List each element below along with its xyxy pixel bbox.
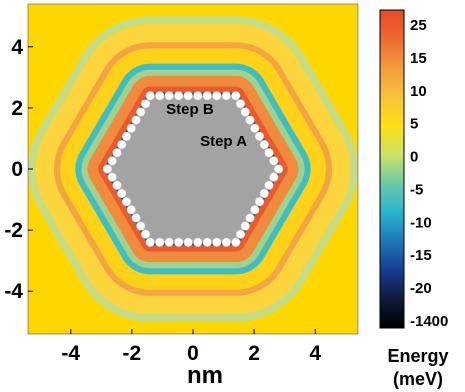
colorbar-tick-label: 10 (410, 83, 427, 100)
edge-atom (231, 237, 241, 247)
colorbar-tick-label: -10 (410, 214, 432, 231)
edge-atom (269, 156, 279, 166)
edge-atom (121, 131, 132, 141)
step-annotation: Step A (200, 133, 247, 150)
x-tick-label: 2 (248, 342, 260, 365)
step-annotation: Step B (166, 101, 214, 118)
edge-atom (131, 213, 141, 223)
edge-atom (193, 91, 203, 101)
y-tick-label: 0 (11, 158, 23, 181)
edge-atom (264, 180, 274, 190)
colorbar-tick-label: -5 (410, 181, 423, 198)
edge-atom (240, 221, 250, 231)
colorbar-tick-label: -15 (410, 247, 432, 264)
y-tick-label: -4 (4, 280, 23, 303)
edge-atom (131, 115, 141, 125)
edge-atom (145, 91, 155, 101)
edge-atom (240, 107, 250, 117)
edge-atom (183, 91, 193, 101)
edge-atom (254, 131, 265, 141)
edge-atom (221, 91, 231, 101)
y-tick-label: -2 (4, 219, 23, 242)
edge-atom (259, 188, 269, 198)
edge-atom (212, 237, 222, 247)
edge-atom (231, 91, 241, 101)
edge-atom (126, 123, 136, 133)
edge-atom (164, 91, 174, 101)
annotations: Step B Step A (166, 101, 247, 150)
colorbar-gradient (379, 9, 405, 329)
edge-atom (174, 237, 184, 247)
plot-area (28, 4, 358, 334)
edge-atom (164, 237, 174, 247)
y-axis: -4 -2 0 2 4 (4, 36, 33, 303)
edge-atom (117, 140, 127, 150)
edge-atom (245, 115, 255, 125)
edge-atom (202, 91, 212, 101)
colorbar-tick-label: -1400 (410, 313, 448, 330)
edge-atom (140, 99, 151, 109)
edge-atom (245, 213, 255, 223)
edge-atom (155, 237, 165, 247)
edge-atom (259, 140, 269, 150)
y-tick-label: 2 (11, 97, 23, 120)
colorbar: 25 15 10 5 0 -5 -10 -15 -20 -1400 (379, 9, 448, 330)
edge-atom (107, 156, 117, 166)
colorbar-tick-label: 0 (410, 149, 418, 166)
x-tick-label: -4 (61, 342, 80, 365)
colorbar-label-line2: (meV) (393, 369, 443, 389)
edge-atom (174, 91, 184, 101)
edge-atom (235, 229, 246, 239)
colorbar-tick-label: 15 (410, 50, 427, 67)
edge-atom (212, 91, 222, 101)
edge-atom (121, 197, 132, 207)
colorbar-tick-label: -20 (410, 280, 432, 297)
edge-atom (155, 91, 165, 101)
hexagonal-island (107, 95, 279, 243)
edge-atom (136, 221, 146, 231)
edge-atom (264, 148, 274, 158)
edge-atom (136, 107, 146, 117)
colorbar-tick-label: 5 (410, 116, 418, 133)
x-tick-label: 0 (187, 342, 199, 365)
edge-atom (112, 180, 122, 190)
edge-atom (145, 237, 155, 247)
edge-atom (202, 237, 212, 247)
colorbar-label-line1: Energy (387, 346, 448, 366)
edge-atom (183, 237, 193, 247)
edge-atom (250, 205, 260, 215)
edge-atom (269, 172, 279, 182)
edge-atom (221, 237, 231, 247)
edge-atom (250, 123, 260, 133)
edge-atom (274, 164, 284, 174)
edge-atom (107, 172, 117, 182)
x-tick-label: -2 (123, 342, 142, 365)
x-tick-label: 4 (309, 342, 321, 365)
colorbar-tick-label: 25 (410, 17, 427, 34)
edge-atom (117, 188, 127, 198)
edge-atom (140, 229, 151, 239)
edge-atom (254, 197, 265, 207)
edge-atom (126, 205, 136, 215)
edge-atom (102, 164, 112, 174)
x-axis: -4 -2 0 2 4 (61, 329, 321, 365)
y-tick-label: 4 (11, 36, 23, 59)
edge-atom (193, 237, 203, 247)
edge-atom (112, 148, 122, 158)
x-axis-label: nm (187, 362, 223, 389)
edge-atom (235, 99, 246, 109)
